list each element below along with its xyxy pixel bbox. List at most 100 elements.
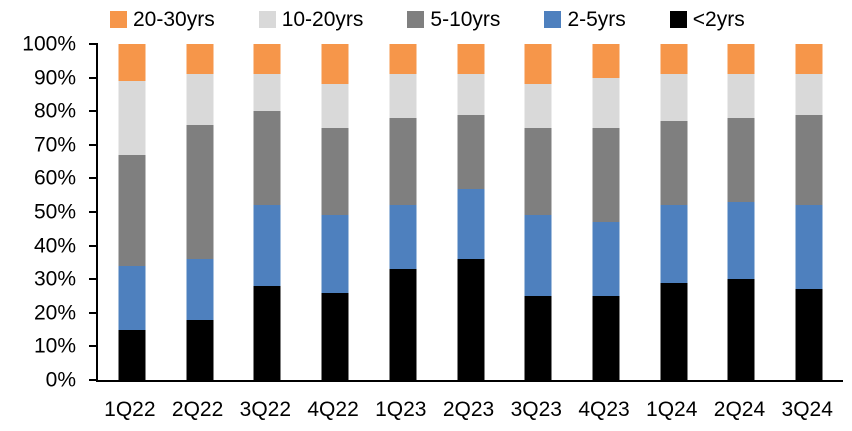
stacked-bar-1q23 bbox=[389, 44, 417, 380]
bar-segment-5-10yrs bbox=[321, 128, 349, 216]
bar-segment-20-30yrs bbox=[457, 44, 485, 75]
legend-label-10-20yrs: 10-20yrs bbox=[281, 7, 364, 31]
bar-segment-10-20yrs bbox=[524, 84, 552, 129]
bar-segment-2-5yrs bbox=[795, 205, 823, 290]
y-tick-label: 70% bbox=[33, 133, 76, 157]
bar-segment-10-20yrs bbox=[118, 81, 146, 155]
bar-segment-2yrs bbox=[321, 292, 349, 380]
bar-column-1q24 bbox=[640, 44, 708, 380]
bar-segment-10-20yrs bbox=[660, 74, 688, 122]
bar-column-1q23 bbox=[369, 44, 437, 380]
bar-segment-2yrs bbox=[457, 259, 485, 380]
bar-segment-2yrs bbox=[118, 329, 146, 380]
y-tick-mark bbox=[89, 311, 98, 314]
legend-item-2-5yrs: 2-5yrs bbox=[544, 9, 626, 30]
legend-swatch-2-5yrs bbox=[544, 10, 562, 28]
bar-segment-20-30yrs bbox=[118, 44, 146, 81]
bar-segment-2yrs bbox=[389, 269, 417, 380]
legend-label-5-10yrs: 5-10yrs bbox=[430, 7, 501, 31]
bar-segment-5-10yrs bbox=[253, 111, 281, 206]
legend-swatch-20-30yrs bbox=[110, 10, 127, 28]
x-tick-label: 4Q23 bbox=[578, 398, 630, 421]
bar-segment-10-20yrs bbox=[592, 77, 620, 129]
bar-segment-5-10yrs bbox=[118, 154, 146, 266]
bar-segment-20-30yrs bbox=[253, 44, 281, 75]
bar-column-4q22 bbox=[301, 44, 369, 380]
bar-segment-2-5yrs bbox=[457, 188, 485, 260]
x-tick-label: 2Q22 bbox=[171, 398, 224, 421]
bar-segment-10-20yrs bbox=[457, 74, 485, 115]
bar-segment-2-5yrs bbox=[186, 259, 214, 320]
x-tick-label: 1Q23 bbox=[375, 398, 427, 421]
bar-segment-2-5yrs bbox=[389, 205, 417, 270]
stacked-bar-3q23 bbox=[524, 44, 552, 380]
x-tick-label: 3Q24 bbox=[781, 398, 833, 421]
y-tick-mark bbox=[89, 177, 98, 180]
x-tick-label: 1Q22 bbox=[104, 398, 156, 421]
bar-segment-2yrs bbox=[592, 296, 620, 380]
bar-segment-10-20yrs bbox=[727, 74, 755, 118]
bar-column-4q23 bbox=[572, 44, 640, 380]
y-tick-label: 60% bbox=[33, 166, 76, 190]
bar-segment-10-20yrs bbox=[253, 74, 281, 112]
y-tick-mark bbox=[89, 379, 98, 381]
y-tick-label: 50% bbox=[33, 200, 76, 224]
bar-segment-5-10yrs bbox=[592, 128, 620, 223]
bar-segment-10-20yrs bbox=[389, 74, 417, 118]
bar-segment-20-30yrs bbox=[524, 44, 552, 85]
bar-segment-2yrs bbox=[727, 279, 755, 380]
bar-segment-20-30yrs bbox=[660, 44, 688, 75]
bar-segment-20-30yrs bbox=[727, 44, 755, 75]
legend-label-20-30yrs: 20-30yrs bbox=[133, 7, 215, 31]
y-tick-mark bbox=[89, 244, 98, 247]
stacked-bar-3q22 bbox=[253, 44, 281, 380]
y-tick-mark bbox=[89, 43, 98, 45]
y-tick-label: 10% bbox=[33, 334, 76, 358]
y-tick-mark bbox=[89, 110, 98, 113]
bar-segment-2-5yrs bbox=[253, 205, 281, 286]
bar-segment-5-10yrs bbox=[524, 128, 552, 216]
bar-column-1q22 bbox=[98, 44, 166, 380]
x-tick-label: 3Q23 bbox=[510, 398, 562, 421]
bar-segment-10-20yrs bbox=[321, 84, 349, 129]
x-tick-label: 3Q22 bbox=[239, 398, 292, 421]
y-tick-label: 40% bbox=[33, 234, 76, 258]
bar-segment-20-30yrs bbox=[186, 44, 214, 75]
y-axis-labels: 0% 10% 20% 30% 40% 50% 60% 70% 80% 90% 100% bbox=[0, 34, 76, 391]
bars-container bbox=[98, 44, 843, 380]
legend-item-20-30yrs: 20-30yrs bbox=[110, 9, 215, 30]
bar-segment-5-10yrs bbox=[186, 124, 214, 260]
y-tick-mark bbox=[89, 345, 98, 348]
legend-item-5-10yrs: 5-10yrs bbox=[407, 9, 500, 30]
plot-area bbox=[89, 43, 843, 382]
bar-segment-20-30yrs bbox=[321, 44, 349, 85]
y-tick-label: 30% bbox=[33, 267, 76, 291]
stacked-bar-4q22 bbox=[321, 44, 349, 380]
bar-segment-2-5yrs bbox=[727, 201, 755, 280]
stacked-bar-4q23 bbox=[592, 44, 620, 380]
bar-segment-2-5yrs bbox=[660, 205, 688, 283]
bar-segment-2-5yrs bbox=[321, 215, 349, 293]
y-tick-label: 100% bbox=[22, 32, 76, 56]
legend-item-2yrs: <2yrs bbox=[669, 7, 745, 31]
bar-segment-2yrs bbox=[795, 289, 823, 380]
x-axis-labels: 1Q22 2Q22 3Q22 4Q22 1Q23 2Q23 3Q23 4Q23 1Q24 2Q24… bbox=[96, 399, 841, 421]
stacked-bar-2q23 bbox=[457, 44, 485, 380]
bar-segment-2yrs bbox=[660, 282, 688, 380]
bar-segment-2yrs bbox=[253, 285, 281, 380]
y-tick-label: 80% bbox=[33, 99, 76, 123]
bar-segment-20-30yrs bbox=[795, 44, 823, 75]
y-tick-mark bbox=[89, 76, 98, 79]
legend-swatch-2yrs bbox=[669, 10, 687, 28]
x-tick-label: 2Q23 bbox=[442, 398, 495, 421]
bar-segment-2-5yrs bbox=[524, 215, 552, 296]
stacked-bar-2q24 bbox=[727, 44, 755, 380]
bar-segment-5-10yrs bbox=[389, 117, 417, 206]
legend-label-2yrs: <2yrs bbox=[692, 7, 745, 31]
legend-item-10-20yrs: 10-20yrs bbox=[258, 7, 364, 31]
bar-column-2q23 bbox=[437, 44, 505, 380]
y-tick-label: 20% bbox=[33, 301, 76, 325]
bar-segment-2yrs bbox=[186, 319, 214, 380]
y-tick-label: 90% bbox=[33, 66, 76, 90]
